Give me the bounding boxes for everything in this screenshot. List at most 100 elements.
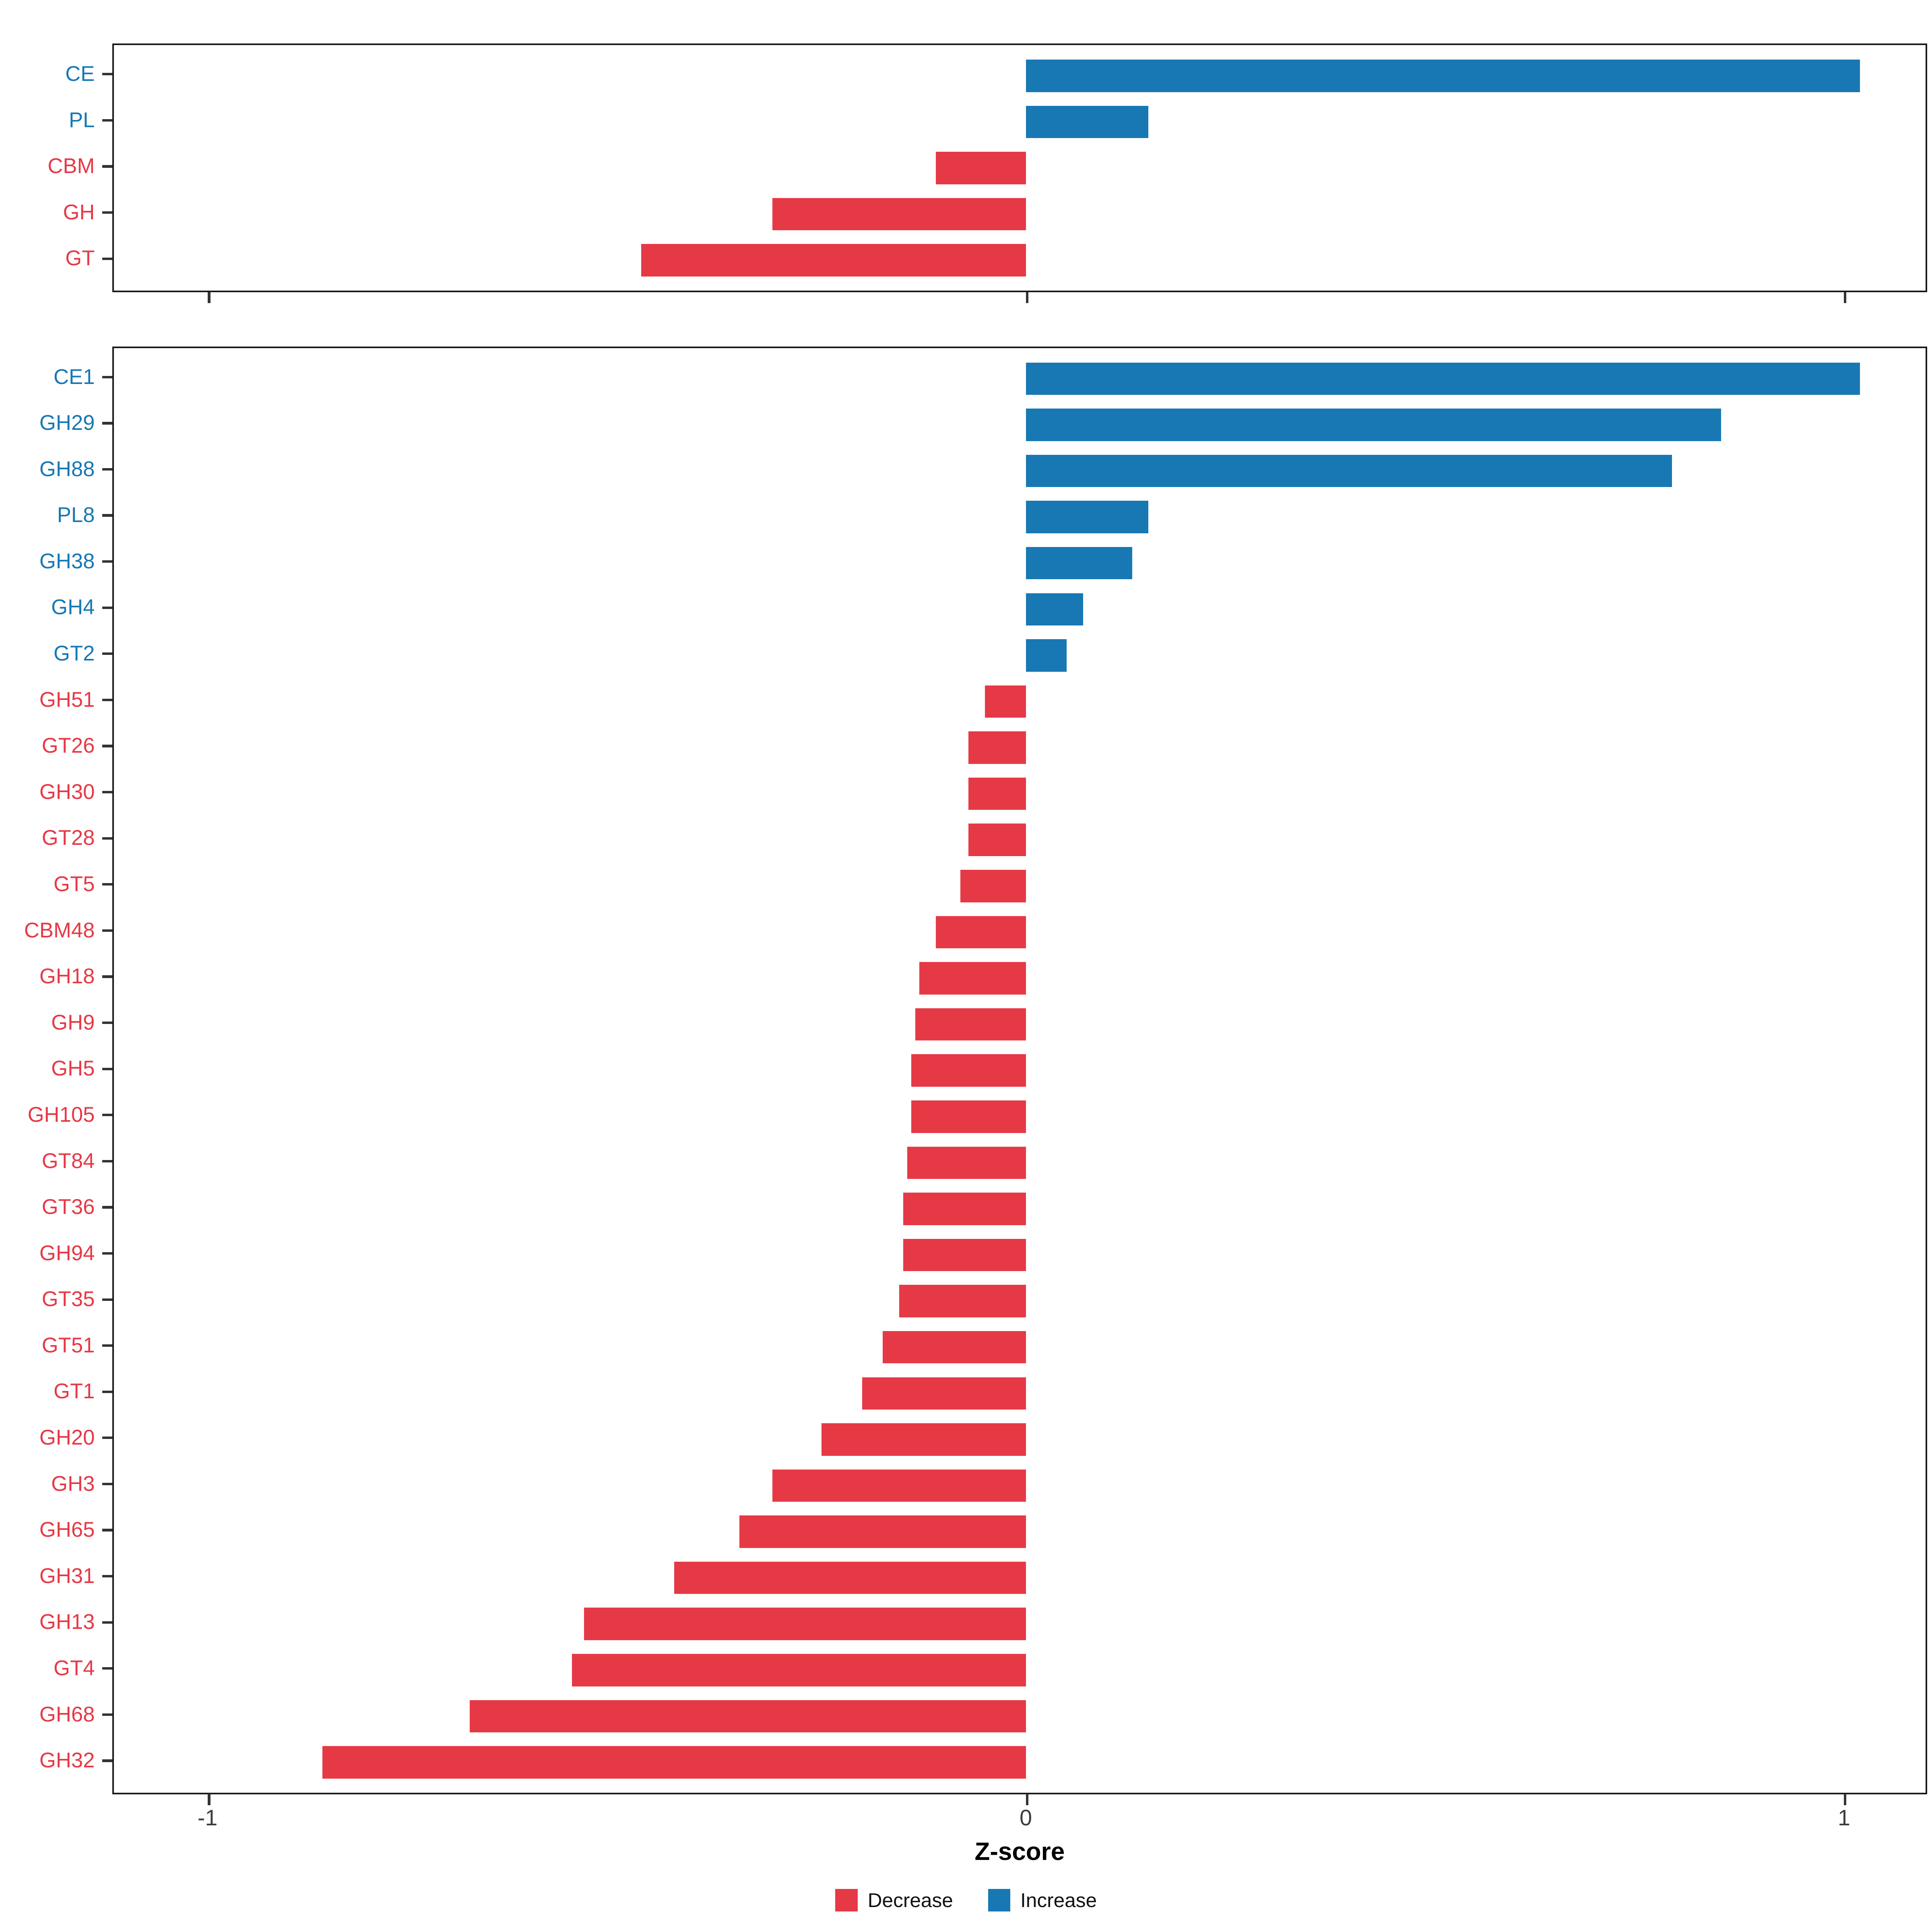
category-label-GH30: GH30 bbox=[39, 780, 95, 804]
bar-CBM48 bbox=[936, 916, 1026, 949]
y-axis-tick bbox=[102, 1114, 112, 1117]
category-label-CE1: CE1 bbox=[54, 365, 95, 389]
y-axis-tick bbox=[102, 791, 112, 794]
bar-CE bbox=[1026, 60, 1860, 92]
top-panel-y-axis: CE PL CBM GH GT bbox=[0, 43, 112, 289]
y-axis-tick bbox=[102, 929, 112, 932]
category-label-GH13: GH13 bbox=[39, 1610, 95, 1634]
legend-label-increase: Increase bbox=[1020, 1889, 1097, 1911]
bar-GT35 bbox=[899, 1285, 1026, 1317]
category-label-GT28: GT28 bbox=[41, 826, 95, 850]
x-axis-tick-labels: -1 0 1 bbox=[114, 1805, 1926, 1835]
bar-PL bbox=[1026, 105, 1149, 138]
category-label-GH88: GH88 bbox=[39, 457, 95, 481]
y-axis-tick bbox=[102, 1390, 112, 1393]
category-label-GT: GT bbox=[65, 246, 95, 270]
y-axis-tick bbox=[102, 1759, 112, 1762]
y-axis-tick bbox=[102, 698, 112, 702]
y-axis-tick bbox=[102, 606, 112, 609]
bar-GH9 bbox=[915, 1008, 1026, 1041]
top-panel: CE PL CBM GH GT bbox=[0, 43, 1927, 303]
bar-PL8 bbox=[1026, 501, 1149, 533]
y-axis-tick bbox=[102, 73, 112, 76]
legend-item-increase: Increase bbox=[988, 1889, 1097, 1912]
bar-GH30 bbox=[968, 777, 1026, 810]
bar-GH13 bbox=[584, 1608, 1026, 1640]
y-axis-tick bbox=[102, 1021, 112, 1024]
x-tick-label-1: 1 bbox=[1838, 1805, 1851, 1831]
x-tick-label-0: 0 bbox=[1020, 1805, 1032, 1831]
category-label-GH94: GH94 bbox=[39, 1241, 95, 1265]
category-label-GH5: GH5 bbox=[51, 1057, 95, 1081]
x-axis-tick bbox=[1026, 292, 1028, 303]
y-axis-tick bbox=[102, 837, 112, 840]
bottom-panel: CE1 GH29 GH88 PL8 GH38 GH4 GT2 GH51 GT26 GH30 GT28… bbox=[0, 346, 1927, 1806]
y-axis-tick bbox=[102, 1206, 112, 1209]
bar-GT5 bbox=[960, 870, 1026, 902]
y-axis-tick bbox=[102, 1067, 112, 1070]
bar-GT51 bbox=[882, 1331, 1026, 1364]
y-axis-tick bbox=[102, 422, 112, 425]
top-panel-plot-area bbox=[112, 43, 1927, 303]
legend-swatch-decrease bbox=[835, 1889, 858, 1911]
bottom-panel-y-axis: CE1 GH29 GH88 PL8 GH38 GH4 GT2 GH51 GT26 GH30 GT28… bbox=[0, 347, 112, 1791]
y-axis-tick bbox=[102, 211, 112, 214]
y-axis-tick bbox=[102, 514, 112, 517]
category-label-GH32: GH32 bbox=[39, 1748, 95, 1773]
category-label-GT2: GT2 bbox=[54, 642, 95, 666]
bar-GT1 bbox=[862, 1377, 1026, 1410]
category-label-GH65: GH65 bbox=[39, 1518, 95, 1542]
bar-GH68 bbox=[469, 1700, 1026, 1733]
y-axis-tick bbox=[102, 1575, 112, 1578]
y-axis-tick bbox=[102, 165, 112, 168]
category-label-GH20: GH20 bbox=[39, 1426, 95, 1450]
category-label-GT5: GT5 bbox=[54, 872, 95, 896]
category-label-CE: CE bbox=[65, 62, 95, 86]
y-axis-tick bbox=[102, 1252, 112, 1255]
category-label-GH3: GH3 bbox=[51, 1472, 95, 1496]
bar-GH18 bbox=[919, 962, 1026, 995]
category-label-CBM48: CBM48 bbox=[24, 918, 95, 942]
category-label-PL8: PL8 bbox=[57, 503, 95, 527]
category-label-GT36: GT36 bbox=[41, 1195, 95, 1219]
bar-GT bbox=[641, 244, 1026, 277]
y-axis-tick bbox=[102, 745, 112, 747]
category-label-GH105: GH105 bbox=[27, 1102, 95, 1127]
y-axis-tick bbox=[102, 975, 112, 978]
category-label-GH68: GH68 bbox=[39, 1702, 95, 1726]
bar-GH94 bbox=[903, 1238, 1026, 1271]
x-axis-tick bbox=[1026, 1794, 1028, 1806]
y-axis-tick bbox=[102, 1667, 112, 1670]
bar-GH38 bbox=[1026, 547, 1132, 580]
category-label-GH51: GH51 bbox=[39, 687, 95, 712]
bottom-panel-plot-area bbox=[112, 346, 1927, 1806]
category-label-GT4: GT4 bbox=[54, 1656, 95, 1680]
bar-GH32 bbox=[322, 1746, 1026, 1779]
y-axis-tick bbox=[102, 1344, 112, 1347]
bar-GH65 bbox=[739, 1515, 1026, 1548]
bar-GT2 bbox=[1026, 639, 1067, 672]
category-label-GH31: GH31 bbox=[39, 1564, 95, 1588]
y-axis-tick bbox=[102, 468, 112, 471]
category-label-GH29: GH29 bbox=[39, 411, 95, 435]
x-axis-title: Z-score bbox=[974, 1837, 1065, 1866]
y-axis-tick bbox=[102, 1298, 112, 1301]
legend-item-decrease: Decrease bbox=[835, 1889, 953, 1912]
bar-GH5 bbox=[911, 1054, 1026, 1087]
category-label-GH9: GH9 bbox=[51, 1010, 95, 1034]
y-axis-tick bbox=[102, 1160, 112, 1162]
bar-GH20 bbox=[821, 1423, 1026, 1456]
y-axis-tick bbox=[102, 1713, 112, 1716]
category-label-GT35: GT35 bbox=[41, 1287, 95, 1311]
y-axis-tick bbox=[102, 883, 112, 886]
legend: Decrease Increase bbox=[0, 1889, 1932, 1912]
category-label-PL: PL bbox=[69, 108, 95, 132]
bar-GH88 bbox=[1026, 454, 1672, 487]
bar-GT84 bbox=[907, 1146, 1026, 1179]
bar-CE1 bbox=[1026, 362, 1860, 395]
x-axis-tick bbox=[208, 292, 211, 303]
x-tick-label--1: -1 bbox=[197, 1805, 218, 1831]
bar-GH105 bbox=[911, 1100, 1026, 1133]
bar-GH29 bbox=[1026, 409, 1721, 441]
